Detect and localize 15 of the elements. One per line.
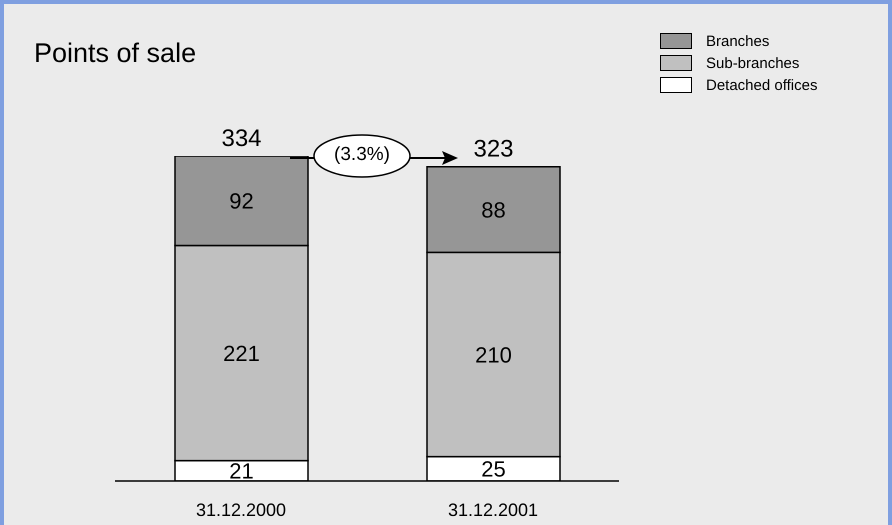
data-label: 88	[481, 197, 506, 222]
legend-label: Detached offices	[706, 76, 818, 94]
total-label: 323	[473, 136, 514, 163]
chart-title: Points of sale	[34, 38, 196, 69]
x-tick-label: 31.12.2001	[448, 500, 538, 520]
x-tick-label: 31.12.2000	[196, 500, 286, 520]
data-label: 92	[229, 188, 254, 214]
total-label: 334	[221, 125, 262, 152]
data-label: 25	[481, 456, 506, 482]
data-label: 221	[223, 340, 260, 366]
data-label: 21	[229, 458, 254, 484]
annotation: (3.3%)	[333, 144, 391, 166]
legend-label: Sub-branches	[706, 54, 800, 72]
legend-label: Branches	[706, 32, 770, 50]
data-label: 210	[475, 342, 512, 368]
